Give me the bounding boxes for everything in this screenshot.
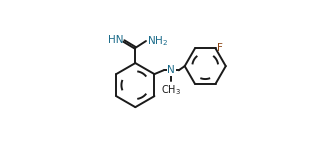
Text: CH$_3$: CH$_3$ — [161, 83, 181, 97]
Text: HN: HN — [108, 35, 123, 45]
Text: NH$_2$: NH$_2$ — [147, 34, 168, 48]
Text: F: F — [217, 43, 223, 53]
Text: N: N — [167, 65, 175, 75]
